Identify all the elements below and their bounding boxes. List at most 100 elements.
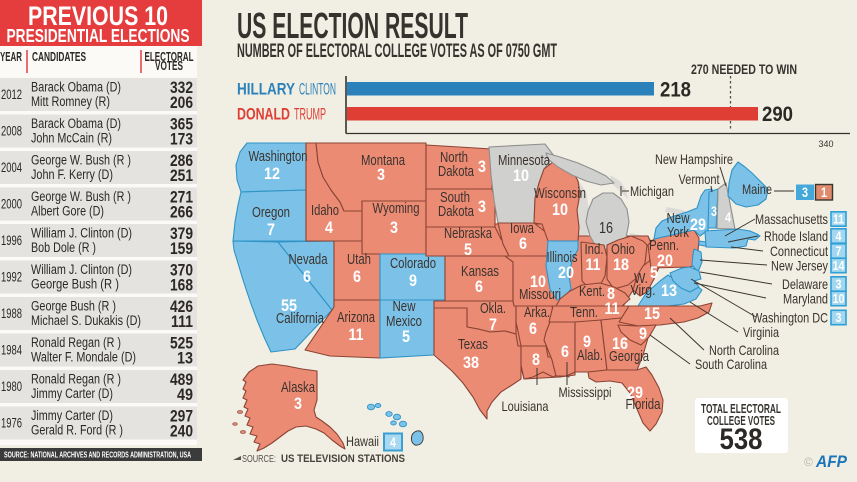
svg-text:270 NEEDED TO WIN: 270 NEEDED TO WIN <box>691 61 797 77</box>
svg-text:Maine: Maine <box>742 181 772 197</box>
svg-text:PREVIOUS 10: PREVIOUS 10 <box>28 1 168 31</box>
svg-text:3: 3 <box>836 310 842 325</box>
svg-text:John F. Kerry (D): John F. Kerry (D) <box>31 167 113 182</box>
svg-text:3: 3 <box>390 218 398 237</box>
svg-text:290: 290 <box>762 102 793 126</box>
svg-text:173: 173 <box>170 130 193 149</box>
svg-text:Virginia: Virginia <box>743 324 779 340</box>
svg-text:South: South <box>440 190 470 206</box>
svg-text:271: 271 <box>170 188 193 207</box>
svg-text:10: 10 <box>833 291 845 306</box>
svg-text:Texas: Texas <box>458 337 488 353</box>
svg-text:George W. Bush (R ): George W. Bush (R ) <box>31 153 131 168</box>
svg-text:2000: 2000 <box>1 197 22 212</box>
svg-text:4: 4 <box>390 435 396 450</box>
svg-text:297: 297 <box>170 407 193 426</box>
svg-text:HILLARY: HILLARY <box>237 80 296 99</box>
svg-text:251: 251 <box>170 166 193 185</box>
svg-text:Albert Gore (D): Albert Gore (D) <box>31 204 104 219</box>
svg-text:SOURCE: NATIONAL ARCHIVES AND: SOURCE: NATIONAL ARCHIVES AND RECORDS AD… <box>4 451 191 460</box>
svg-text:Washington DC: Washington DC <box>752 310 828 326</box>
svg-text:2004: 2004 <box>1 160 22 175</box>
svg-text:218: 218 <box>660 78 691 102</box>
svg-text:18: 18 <box>613 255 629 274</box>
svg-text:Mississippi: Mississippi <box>559 384 612 400</box>
svg-text:Arka.: Arka. <box>524 305 550 321</box>
svg-text:1: 1 <box>821 184 827 200</box>
svg-text:Florida: Florida <box>626 397 662 413</box>
svg-text:6: 6 <box>475 277 483 296</box>
svg-text:10: 10 <box>530 272 546 291</box>
svg-text:York: York <box>667 225 690 241</box>
svg-text:538: 538 <box>720 423 763 456</box>
svg-text:George Bush (R ): George Bush (R ) <box>31 277 119 292</box>
svg-text:1976: 1976 <box>1 416 22 431</box>
svg-text:5: 5 <box>464 240 472 259</box>
svg-text:Virg.: Virg. <box>631 283 656 299</box>
svg-text:379: 379 <box>170 224 193 243</box>
svg-text:W.: W. <box>634 271 648 287</box>
svg-text:Mitt Romney (R): Mitt Romney (R) <box>31 94 110 109</box>
svg-text:1996: 1996 <box>1 233 22 248</box>
svg-text:Jimmy Carter (D): Jimmy Carter (D) <box>31 408 113 423</box>
svg-text:3: 3 <box>836 277 842 292</box>
svg-text:16: 16 <box>599 220 613 237</box>
svg-text:VOTES: VOTES <box>155 58 183 73</box>
svg-text:240: 240 <box>170 422 193 441</box>
svg-text:Vermont: Vermont <box>679 171 720 187</box>
svg-text:6: 6 <box>561 342 569 361</box>
svg-text:Kansas: Kansas <box>461 264 499 280</box>
svg-text:Wyoming: Wyoming <box>373 201 420 217</box>
svg-text:Louisiana: Louisiana <box>502 398 549 414</box>
svg-text:Nebraska: Nebraska <box>444 226 493 242</box>
svg-text:2012: 2012 <box>1 87 22 102</box>
svg-text:DONALD: DONALD <box>237 105 290 124</box>
svg-text:Mexico: Mexico <box>386 314 422 330</box>
svg-text:Delaware: Delaware <box>782 276 828 292</box>
svg-text:3: 3 <box>377 165 385 184</box>
svg-text:Bob Dole (R ): Bob Dole (R ) <box>31 240 96 255</box>
svg-text:6: 6 <box>529 319 537 338</box>
svg-text:55: 55 <box>281 296 297 315</box>
svg-text:11: 11 <box>586 255 601 274</box>
svg-text:14: 14 <box>833 258 846 273</box>
svg-text:3: 3 <box>478 197 486 216</box>
svg-text:7: 7 <box>836 244 842 259</box>
svg-text:YEAR: YEAR <box>0 49 22 64</box>
svg-text:266: 266 <box>170 203 193 222</box>
svg-text:11: 11 <box>833 212 844 227</box>
svg-text:Colorado: Colorado <box>390 256 436 272</box>
svg-text:Ind.: Ind. <box>585 242 604 258</box>
svg-text:4: 4 <box>725 210 731 225</box>
svg-text:10: 10 <box>552 200 568 219</box>
svg-text:Alaska: Alaska <box>281 380 316 396</box>
svg-text:159: 159 <box>170 239 193 258</box>
svg-text:Dakota: Dakota <box>438 164 475 180</box>
svg-text:Washington: Washington <box>249 149 308 165</box>
svg-text:Penn.: Penn. <box>649 238 679 254</box>
svg-text:3: 3 <box>711 204 717 219</box>
svg-text:Jimmy Carter (D): Jimmy Carter (D) <box>31 386 113 401</box>
svg-text:CLINTON: CLINTON <box>299 80 336 99</box>
svg-text:9: 9 <box>639 324 647 343</box>
svg-text:Barack Obama (D): Barack Obama (D) <box>31 80 121 95</box>
svg-text:525: 525 <box>170 334 193 353</box>
svg-text:370: 370 <box>170 261 193 280</box>
svg-text:8: 8 <box>532 350 540 369</box>
svg-text:Idaho: Idaho <box>311 203 339 219</box>
svg-text:29: 29 <box>690 215 706 234</box>
svg-text:12: 12 <box>264 164 280 183</box>
svg-text:Dakota: Dakota <box>438 204 475 220</box>
svg-text:New: New <box>393 299 416 315</box>
svg-text:7: 7 <box>489 315 497 334</box>
svg-text:15: 15 <box>644 304 660 323</box>
svg-text:6: 6 <box>519 234 527 253</box>
svg-text:Wisconsin: Wisconsin <box>534 186 586 202</box>
svg-text:New Jersey: New Jersey <box>771 258 828 274</box>
svg-text:38: 38 <box>463 353 479 372</box>
svg-text:20: 20 <box>558 263 574 282</box>
svg-text:4: 4 <box>836 229 843 244</box>
svg-text:NUMBER OF ELECTORAL COLLEGE VO: NUMBER OF ELECTORAL COLLEGE VOTES AS OF … <box>237 40 557 62</box>
svg-text:Ronald Regan (R ): Ronald Regan (R ) <box>31 335 121 350</box>
svg-text:332: 332 <box>170 78 193 97</box>
